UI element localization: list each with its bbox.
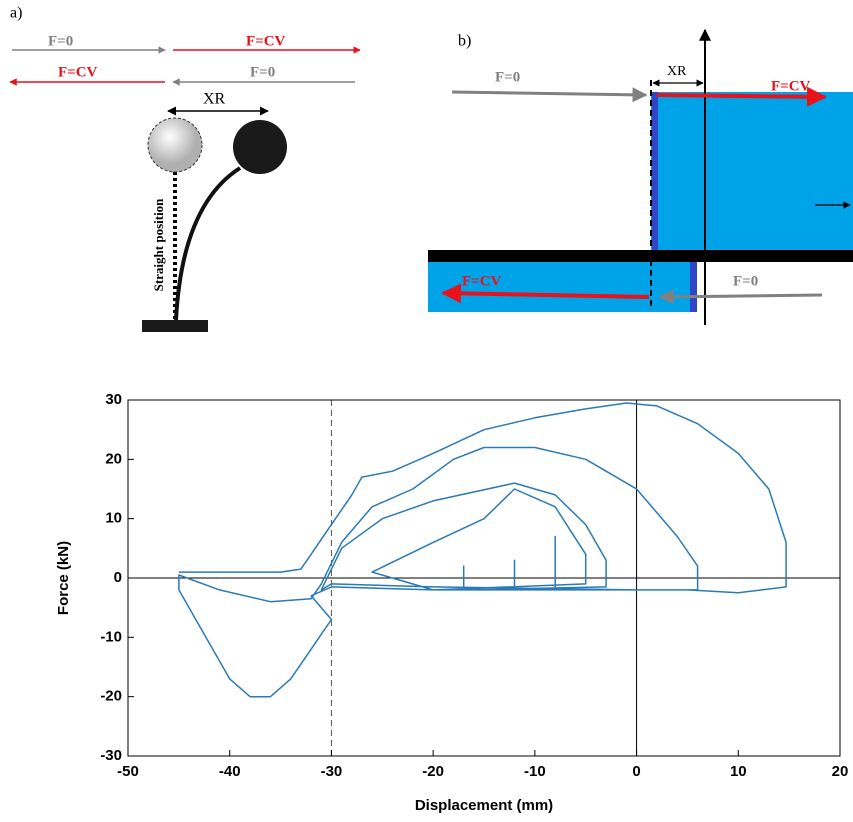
arrow [451,87,648,103]
arrow [656,86,827,107]
arrow-label: F=CV [58,64,98,80]
x-tick-label: -20 [422,763,444,780]
gap-label: XR [667,64,687,79]
x-axis-label: Displacement (mm) [415,797,553,814]
x-tick-label: -50 [117,763,139,780]
arrow [658,289,823,305]
arrow-label: F=CV [462,273,502,289]
panel-label: b) [458,33,471,50]
y-tick-label: -30 [100,747,122,764]
chart: Displacement (mm) Force (kN) -50 -40 -30 -2… [55,391,848,814]
y-tick-label: -20 [100,688,122,705]
x-tick-label: 10 [730,763,747,780]
bent-rod [174,166,242,321]
arrow-label: F=CV [771,78,811,94]
data-line [178,402,787,698]
y-tick-label: 10 [105,510,122,527]
ghost-mass [147,117,203,173]
x-tick-label: 0 [632,763,640,780]
y-tick-label: 0 [114,569,122,586]
arrow-label: F=CV [246,33,286,49]
arrow [441,283,650,304]
mass [233,120,287,174]
x-tick-label: -30 [321,763,343,780]
y-tick-label: 20 [105,450,122,467]
block-bottom [428,262,697,312]
caption: Straight position [151,198,166,292]
plot-frame [127,399,841,757]
x-tick-label: 20 [832,763,849,780]
arrow-label: F=0 [48,33,73,49]
divider [428,250,853,262]
y-tick-label: -10 [100,628,122,645]
x-tick-label: -10 [524,763,546,780]
panel-label: a) [10,5,22,22]
y-axis-label: Force (kN) [55,541,72,615]
gap-label: XR [203,91,226,108]
arrow-label: F=0 [250,64,275,80]
arrow-label: F=0 [733,273,758,289]
x-tick-label: -40 [219,763,241,780]
edge [652,92,658,250]
panel-a: a) F=0 F=CV F=CV F=0 XR Straight positio… [9,5,361,332]
arrow-label: F=0 [495,69,520,85]
y-tick-label: 30 [105,391,122,408]
panel-b: b) F=0 XR F=CV F=CV F=0 [428,28,853,325]
block-top [651,92,853,250]
edge [690,262,697,312]
base [142,320,208,332]
